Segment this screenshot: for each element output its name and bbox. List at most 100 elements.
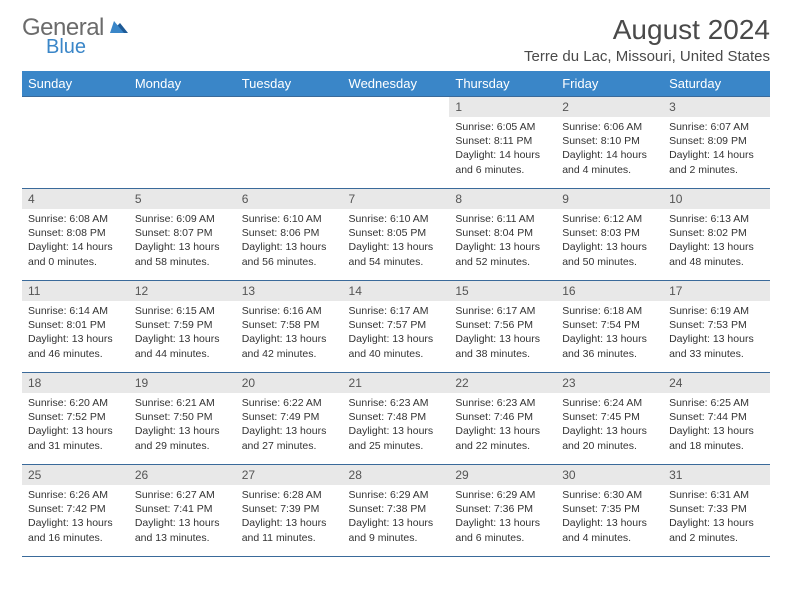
daylight-text: Daylight: 14 hours [455,148,550,162]
daylight-text: and 6 minutes. [455,531,550,545]
sunrise-text: Sunrise: 6:23 AM [349,396,444,410]
day-body: Sunrise: 6:29 AMSunset: 7:36 PMDaylight:… [449,485,556,549]
sunrise-text: Sunrise: 6:07 AM [669,120,764,134]
sunrise-text: Sunrise: 6:10 AM [349,212,444,226]
daylight-text: Daylight: 13 hours [242,516,337,530]
sunrise-text: Sunrise: 6:21 AM [135,396,230,410]
daylight-text: and 38 minutes. [455,347,550,361]
daylight-text: Daylight: 13 hours [135,332,230,346]
daylight-text: Daylight: 13 hours [669,332,764,346]
sunset-text: Sunset: 7:33 PM [669,502,764,516]
calendar-day-cell: 19Sunrise: 6:21 AMSunset: 7:50 PMDayligh… [129,373,236,465]
day-body: Sunrise: 6:29 AMSunset: 7:38 PMDaylight:… [343,485,450,549]
day-number: 25 [22,465,129,485]
sunrise-text: Sunrise: 6:24 AM [562,396,657,410]
calendar-day-cell: 31Sunrise: 6:31 AMSunset: 7:33 PMDayligh… [663,465,770,557]
day-number: 29 [449,465,556,485]
calendar-day-cell: 16Sunrise: 6:18 AMSunset: 7:54 PMDayligh… [556,281,663,373]
day-number: 13 [236,281,343,301]
weekday-header: Wednesday [343,71,450,97]
daylight-text: Daylight: 13 hours [455,424,550,438]
daylight-text: Daylight: 13 hours [669,240,764,254]
daylight-text: Daylight: 13 hours [349,424,444,438]
day-body: Sunrise: 6:30 AMSunset: 7:35 PMDaylight:… [556,485,663,549]
calendar-day-cell: 23Sunrise: 6:24 AMSunset: 7:45 PMDayligh… [556,373,663,465]
day-number: 23 [556,373,663,393]
weekday-header: Friday [556,71,663,97]
daylight-text: and 46 minutes. [28,347,123,361]
sunrise-text: Sunrise: 6:10 AM [242,212,337,226]
calendar-day-cell: 30Sunrise: 6:30 AMSunset: 7:35 PMDayligh… [556,465,663,557]
day-body: Sunrise: 6:27 AMSunset: 7:41 PMDaylight:… [129,485,236,549]
sunset-text: Sunset: 8:02 PM [669,226,764,240]
daylight-text: and 22 minutes. [455,439,550,453]
daylight-text: and 4 minutes. [562,531,657,545]
daylight-text: and 33 minutes. [669,347,764,361]
daylight-text: Daylight: 13 hours [562,424,657,438]
day-number: 28 [343,465,450,485]
day-number: 1 [449,97,556,117]
day-body: Sunrise: 6:22 AMSunset: 7:49 PMDaylight:… [236,393,343,457]
calendar-table: Sunday Monday Tuesday Wednesday Thursday… [22,71,770,557]
sunset-text: Sunset: 8:01 PM [28,318,123,332]
day-number: 15 [449,281,556,301]
daylight-text: and 40 minutes. [349,347,444,361]
day-body: Sunrise: 6:13 AMSunset: 8:02 PMDaylight:… [663,209,770,273]
daylight-text: Daylight: 13 hours [242,240,337,254]
sunrise-text: Sunrise: 6:31 AM [669,488,764,502]
sunrise-text: Sunrise: 6:11 AM [455,212,550,226]
daylight-text: Daylight: 13 hours [28,424,123,438]
calendar-day-cell: 8Sunrise: 6:11 AMSunset: 8:04 PMDaylight… [449,189,556,281]
calendar-day-cell: 9Sunrise: 6:12 AMSunset: 8:03 PMDaylight… [556,189,663,281]
calendar-day-cell: 28Sunrise: 6:29 AMSunset: 7:38 PMDayligh… [343,465,450,557]
calendar-day-cell: 21Sunrise: 6:23 AMSunset: 7:48 PMDayligh… [343,373,450,465]
daylight-text: Daylight: 13 hours [242,424,337,438]
day-number: 3 [663,97,770,117]
calendar-week-row: 18Sunrise: 6:20 AMSunset: 7:52 PMDayligh… [22,373,770,465]
day-number: 31 [663,465,770,485]
day-body: Sunrise: 6:23 AMSunset: 7:46 PMDaylight:… [449,393,556,457]
sunset-text: Sunset: 7:48 PM [349,410,444,424]
sunset-text: Sunset: 7:39 PM [242,502,337,516]
daylight-text: and 29 minutes. [135,439,230,453]
daylight-text: Daylight: 14 hours [28,240,123,254]
calendar-day-cell: 10Sunrise: 6:13 AMSunset: 8:02 PMDayligh… [663,189,770,281]
day-number: 26 [129,465,236,485]
calendar-day-cell [129,97,236,189]
day-number: 5 [129,189,236,209]
day-number: 9 [556,189,663,209]
sunset-text: Sunset: 7:44 PM [669,410,764,424]
sunset-text: Sunset: 8:05 PM [349,226,444,240]
day-number: 14 [343,281,450,301]
calendar-week-row: 11Sunrise: 6:14 AMSunset: 8:01 PMDayligh… [22,281,770,373]
calendar-day-cell: 3Sunrise: 6:07 AMSunset: 8:09 PMDaylight… [663,97,770,189]
logo-flag-icon [110,22,130,39]
sunrise-text: Sunrise: 6:27 AM [135,488,230,502]
header: General Blue August 2024 Terre du Lac, M… [22,14,770,65]
daylight-text: Daylight: 13 hours [135,240,230,254]
sunset-text: Sunset: 8:10 PM [562,134,657,148]
day-number: 30 [556,465,663,485]
weekday-header-row: Sunday Monday Tuesday Wednesday Thursday… [22,71,770,97]
daylight-text: Daylight: 13 hours [455,240,550,254]
daylight-text: and 44 minutes. [135,347,230,361]
calendar-day-cell: 26Sunrise: 6:27 AMSunset: 7:41 PMDayligh… [129,465,236,557]
daylight-text: and 56 minutes. [242,255,337,269]
sunrise-text: Sunrise: 6:17 AM [455,304,550,318]
daylight-text: and 2 minutes. [669,531,764,545]
day-number: 22 [449,373,556,393]
sunrise-text: Sunrise: 6:17 AM [349,304,444,318]
day-number: 7 [343,189,450,209]
weekday-header: Monday [129,71,236,97]
sunset-text: Sunset: 7:54 PM [562,318,657,332]
sunset-text: Sunset: 8:04 PM [455,226,550,240]
daylight-text: Daylight: 13 hours [669,424,764,438]
daylight-text: Daylight: 13 hours [349,516,444,530]
sunrise-text: Sunrise: 6:12 AM [562,212,657,226]
daylight-text: Daylight: 13 hours [28,516,123,530]
sunset-text: Sunset: 7:36 PM [455,502,550,516]
sunset-text: Sunset: 7:53 PM [669,318,764,332]
day-body: Sunrise: 6:24 AMSunset: 7:45 PMDaylight:… [556,393,663,457]
day-number: 24 [663,373,770,393]
daylight-text: and 20 minutes. [562,439,657,453]
